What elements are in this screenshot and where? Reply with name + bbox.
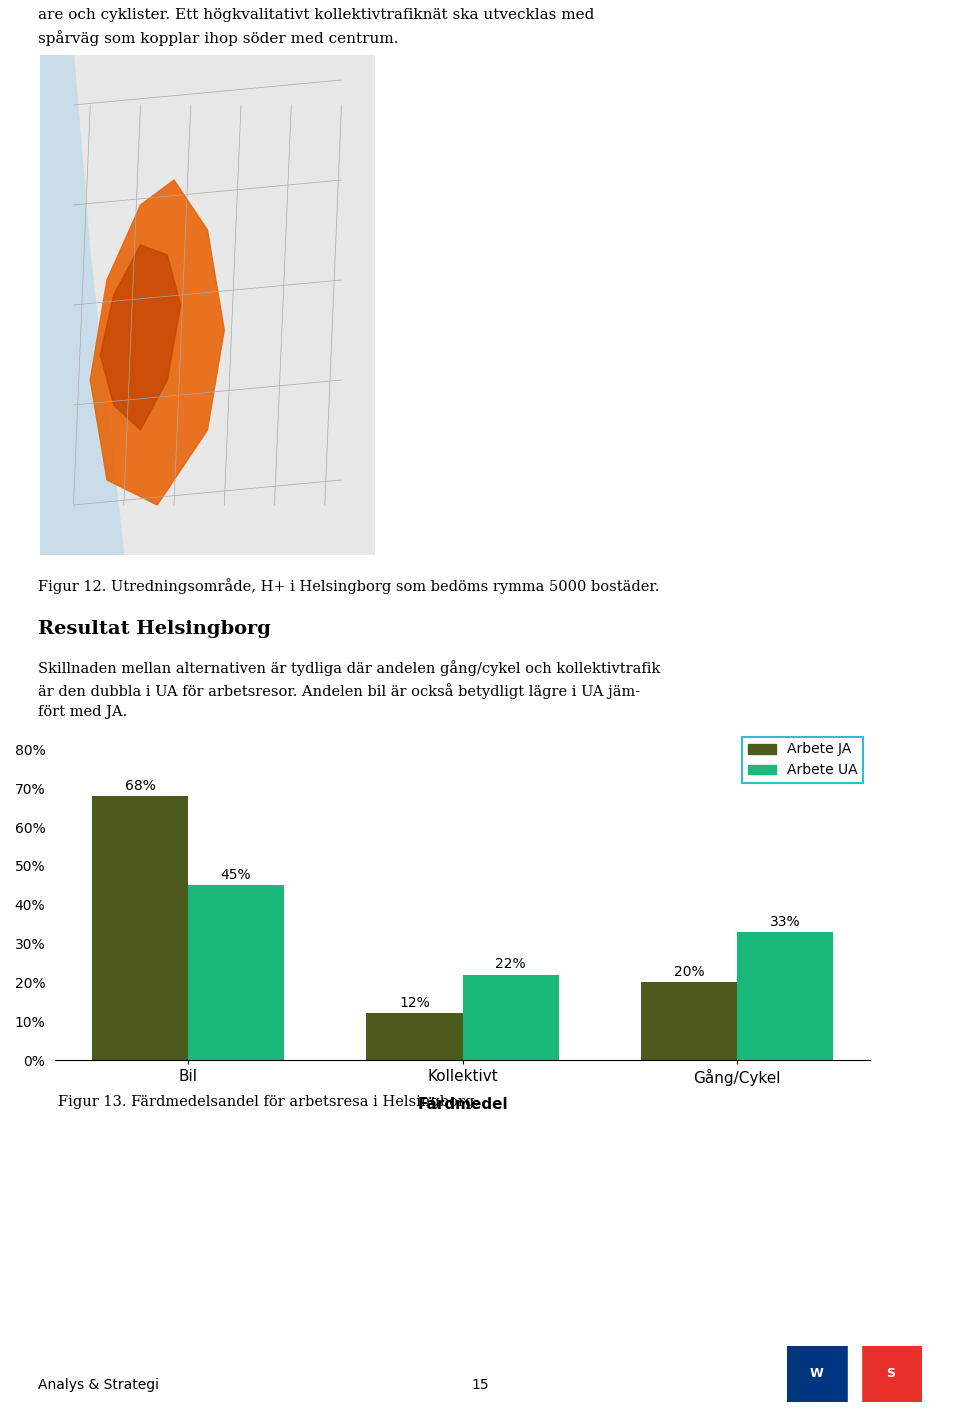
- Bar: [737, 931, 833, 1060]
- Text: W: W: [810, 1367, 824, 1381]
- Bar: [367, 1013, 463, 1060]
- Text: 68%: 68%: [125, 779, 156, 793]
- Bar: [848, 1346, 861, 1402]
- Text: 33%: 33%: [770, 914, 801, 929]
- Text: 15: 15: [471, 1378, 489, 1392]
- Y-axis label: Andel: Andel: [0, 875, 4, 914]
- Bar: [861, 1346, 922, 1402]
- Text: are och cyklister. Ett högkvalitativt kollektivtrafiknät ska utvecklas med: are och cyklister. Ett högkvalitativt ko…: [38, 8, 595, 23]
- Polygon shape: [40, 55, 375, 555]
- Text: Figur 13. Färdmedelsandel för arbetsresa i Helsingborg.: Figur 13. Färdmedelsandel för arbetsresa…: [58, 1095, 478, 1109]
- Polygon shape: [90, 180, 225, 504]
- X-axis label: Färdmedel: Färdmedel: [418, 1098, 508, 1112]
- Bar: [787, 1346, 848, 1402]
- Legend: Arbete JA, Arbete UA: Arbete JA, Arbete UA: [742, 737, 863, 783]
- Bar: [92, 796, 188, 1060]
- Text: S: S: [886, 1367, 895, 1381]
- Text: 22%: 22%: [495, 958, 526, 971]
- Text: Analys & Strategi: Analys & Strategi: [38, 1378, 159, 1392]
- Text: spårväg som kopplar ihop söder med centrum.: spårväg som kopplar ihop söder med centr…: [38, 30, 399, 46]
- Bar: [463, 975, 559, 1060]
- Text: 20%: 20%: [674, 965, 705, 979]
- Bar: [188, 885, 284, 1060]
- Polygon shape: [40, 55, 124, 555]
- Text: 45%: 45%: [221, 868, 252, 882]
- Text: 12%: 12%: [399, 996, 430, 1010]
- Text: Skillnaden mellan alternativen är tydliga där andelen gång/cykel och kollektivtr: Skillnaden mellan alternativen är tydlig…: [38, 659, 660, 719]
- Polygon shape: [100, 245, 180, 430]
- Bar: [641, 982, 737, 1060]
- Text: Figur 12. Utredningsområde, H+ i Helsingborg som bedöms rymma 5000 bostäder.: Figur 12. Utredningsområde, H+ i Helsing…: [38, 578, 660, 593]
- Text: Resultat Helsingborg: Resultat Helsingborg: [38, 620, 272, 638]
